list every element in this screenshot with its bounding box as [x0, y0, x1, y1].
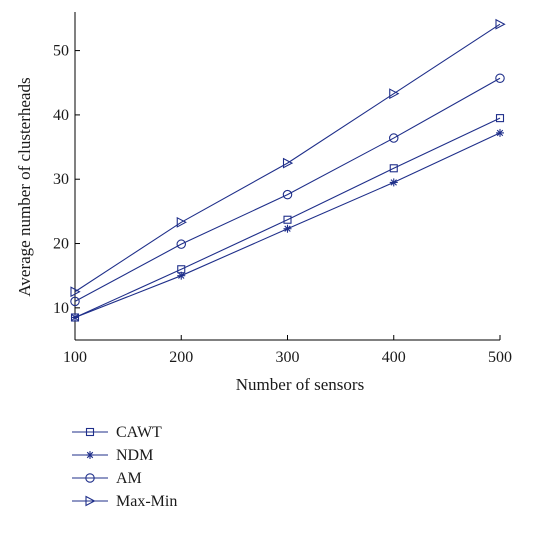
data-point-ndm [283, 224, 292, 233]
data-point-ndm [177, 271, 186, 280]
x-tick-label: 100 [63, 349, 87, 366]
legend-item-cawt: CAWT [72, 424, 162, 441]
data-point-cawt [495, 114, 505, 123]
legend-item-max-min: Max-Min [72, 493, 177, 510]
series-cawt [70, 114, 505, 322]
series-line-am [74, 77, 501, 302]
y-tick-label: 10 [53, 300, 69, 317]
data-point-cawt [389, 164, 398, 173]
series-ndm [71, 128, 504, 322]
data-point-ndm [496, 128, 504, 137]
data-point-max-min [495, 18, 506, 30]
series-line-max-min [74, 23, 501, 293]
ticks: 100 200 300 400 500 10 20 30 40 50 [53, 43, 512, 366]
series-group [70, 18, 506, 322]
y-tick-label: 30 [53, 171, 69, 188]
y-tick-label: 40 [53, 107, 69, 124]
data-point-am [495, 73, 505, 83]
x-tick-label: 300 [276, 349, 300, 366]
data-point-max-min [70, 286, 81, 298]
data-point-max-min [389, 88, 400, 100]
data-point-am [388, 133, 399, 143]
x-tick-label: 400 [382, 349, 406, 366]
data-point-cawt [283, 215, 292, 224]
legend-marker [86, 451, 94, 459]
series-line-cawt [74, 117, 501, 318]
legend-marker [85, 495, 96, 507]
data-point-am [70, 296, 80, 307]
legend-label: AM [116, 470, 142, 487]
x-tick-label: 500 [488, 349, 512, 366]
legend-label: Max-Min [116, 493, 177, 510]
x-axis-label: Number of sensors [236, 375, 364, 394]
data-point-am [176, 239, 187, 249]
y-axis-label: Average number of clusterheads [15, 77, 34, 296]
y-tick-label: 20 [53, 236, 69, 253]
axes [74, 12, 500, 341]
data-point-ndm [71, 313, 79, 322]
legend: CAWT NDM AM Max-Min [72, 424, 177, 510]
legend-item-ndm: NDM [72, 447, 153, 464]
data-point-ndm [389, 178, 398, 187]
legend-item-am: AM [72, 470, 142, 487]
legend-marker [85, 473, 95, 483]
series-max-min [70, 18, 506, 298]
legend-marker [85, 427, 95, 437]
x-tick-label: 200 [169, 349, 193, 366]
legend-label: CAWT [116, 424, 162, 441]
legend-label: NDM [116, 447, 153, 464]
y-tick-label: 50 [53, 43, 69, 60]
series-am [70, 73, 505, 307]
data-point-max-min [176, 216, 187, 228]
data-point-am [282, 189, 293, 200]
data-point-max-min [282, 157, 294, 169]
